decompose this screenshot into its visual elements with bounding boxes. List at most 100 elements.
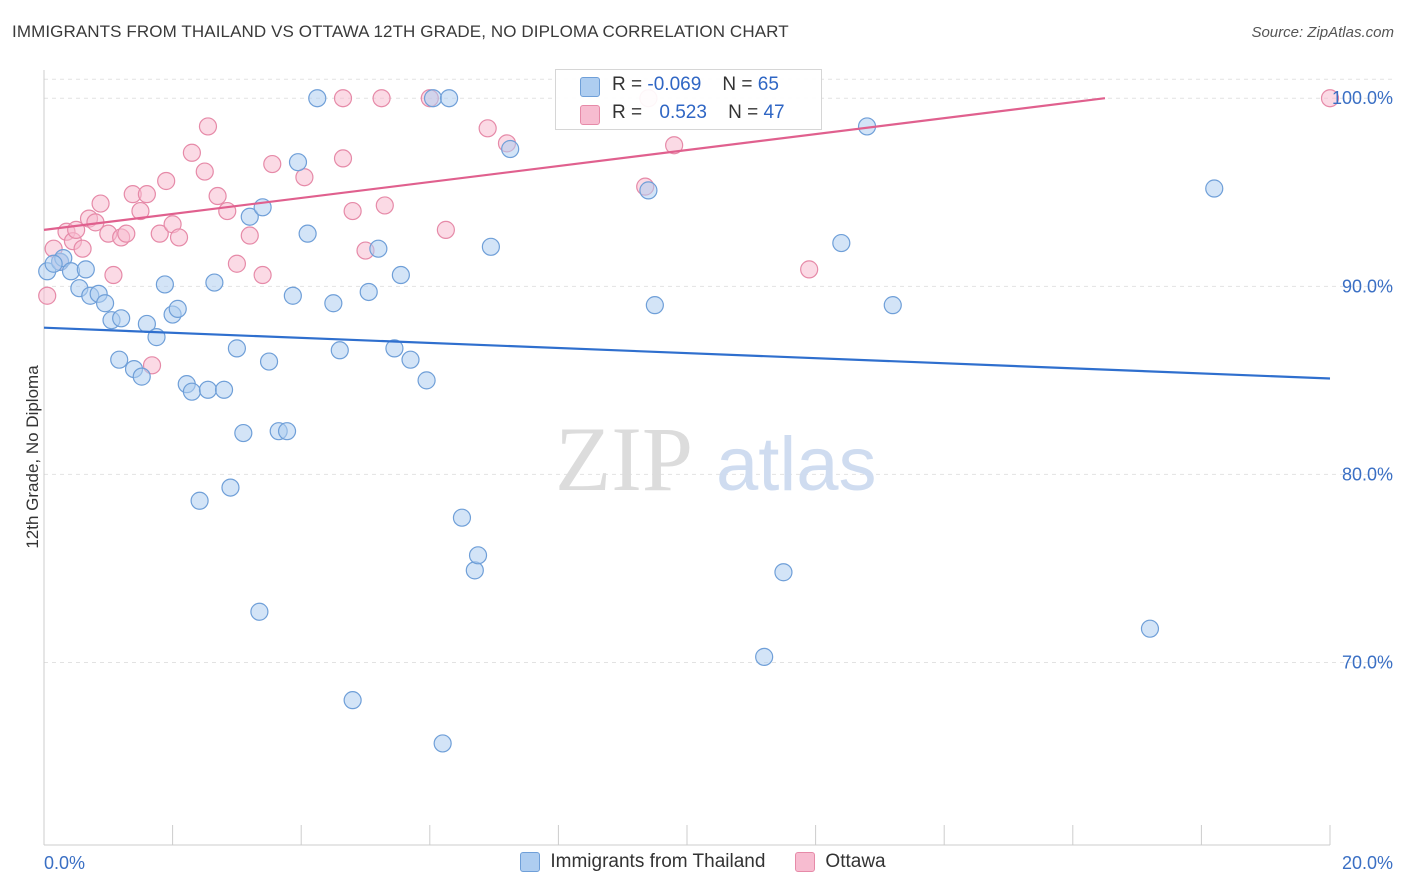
data-point-thailand: [417, 371, 436, 390]
tick-labels: 70.0% 80.0% 90.0% 100.0% 0.0% 20.0%: [44, 88, 1393, 873]
data-point-thailand: [234, 423, 253, 443]
x-tick-label: 0.0%: [44, 853, 85, 873]
data-point-thailand: [385, 339, 404, 358]
data-point-thailand: [501, 139, 520, 159]
data-points: [38, 89, 1340, 753]
watermark-atlas: atlas: [716, 422, 877, 507]
data-point-thailand: [112, 309, 131, 328]
data-point-thailand: [198, 380, 218, 399]
data-point-thailand: [205, 273, 224, 292]
data-point-thailand: [95, 294, 115, 313]
data-point-ottawa: [38, 286, 57, 305]
legend-stats-ottawa: R = 0.523 N = 47: [612, 102, 785, 123]
x-tick-label: 20.0%: [1342, 853, 1393, 873]
data-point-thailand: [433, 734, 452, 753]
legend-swatch-thailand: [580, 77, 600, 97]
data-point-thailand: [369, 239, 388, 258]
data-point-thailand: [1140, 619, 1160, 638]
data-point-ottawa: [208, 186, 227, 206]
data-point-thailand: [1205, 179, 1224, 198]
data-point-thailand: [481, 237, 500, 256]
trend-line-ottawa: [43, 97, 1106, 231]
data-point-thailand: [439, 89, 459, 108]
data-point-thailand: [645, 296, 664, 315]
y-tick-label: 90.0%: [1342, 276, 1393, 296]
data-point-ottawa: [375, 196, 394, 215]
data-point-ottawa: [800, 260, 819, 279]
y-tick-label: 100.0%: [1332, 88, 1393, 108]
legend-swatch: [520, 852, 541, 872]
data-point-thailand: [359, 282, 378, 302]
watermark-zip: ZIP: [555, 408, 693, 510]
series-legend: Immigrants from Thailand Ottawa: [0, 851, 1406, 873]
data-point-thailand: [44, 254, 63, 273]
legend-swatch-ottawa: [580, 105, 600, 125]
data-point-ottawa: [198, 117, 218, 136]
data-point-thailand: [283, 286, 302, 305]
correlation-legend: R = -0.069 N = 65 R = 0.523 N = 47: [555, 69, 822, 130]
legend-label-thailand: Immigrants from Thailand: [550, 851, 766, 872]
data-point-ottawa: [137, 185, 156, 204]
data-point-ottawa: [73, 239, 92, 258]
data-point-thailand: [452, 508, 472, 527]
data-point-thailand: [259, 352, 279, 371]
chart-title: IMMIGRANTS FROM THAILAND VS OTTAWA 12TH …: [12, 22, 789, 41]
y-tick-label: 70.0%: [1342, 653, 1393, 673]
legend-stats-thailand: R = -0.069 N = 65: [612, 74, 779, 95]
data-point-ottawa: [157, 171, 176, 191]
data-point-ottawa: [263, 154, 282, 174]
data-point-thailand: [468, 546, 488, 565]
legend-item-thailand[interactable]: Immigrants from Thailand: [520, 851, 765, 873]
data-point-thailand: [250, 602, 269, 621]
data-point-thailand: [240, 207, 259, 226]
data-point-ottawa: [218, 201, 237, 221]
data-point-ottawa: [478, 119, 497, 138]
data-point-ottawa: [436, 220, 455, 239]
legend-row-ottawa: R = 0.523 N = 47: [556, 101, 821, 129]
data-point-ottawa: [665, 136, 684, 155]
data-point-ottawa: [142, 356, 162, 375]
data-point-thailand: [182, 382, 201, 401]
trend-lines: [43, 97, 1331, 380]
r-value-thailand: -0.069: [647, 74, 702, 95]
data-point-thailand: [324, 294, 343, 313]
data-point-ottawa: [195, 162, 214, 181]
data-point-ottawa: [169, 228, 189, 247]
data-point-thailand: [277, 422, 297, 441]
grid-lines: [44, 78, 1395, 664]
n-value-thailand: 65: [757, 74, 779, 95]
data-point-thailand: [883, 296, 902, 315]
data-point-ottawa: [150, 224, 169, 243]
data-point-ottawa: [117, 224, 136, 243]
legend-row-thailand: R = -0.069 N = 65: [556, 73, 821, 101]
data-point-ottawa: [240, 226, 259, 245]
data-point-thailand: [832, 233, 851, 253]
data-point-thailand: [110, 350, 129, 369]
data-point-thailand: [214, 380, 234, 399]
data-point-thailand: [330, 341, 349, 360]
data-point-thailand: [308, 89, 327, 108]
data-point-ottawa: [227, 254, 246, 273]
data-point-thailand: [168, 299, 187, 318]
data-point-thailand: [423, 89, 443, 108]
data-point-ottawa: [295, 168, 314, 187]
data-point-thailand: [465, 561, 484, 580]
data-point-thailand: [132, 367, 151, 386]
y-axis-label: 12th Grade, No Diploma: [23, 365, 42, 549]
data-point-ottawa: [182, 143, 201, 162]
legend-swatch: [795, 852, 816, 872]
watermark: ZIP atlas: [555, 408, 877, 510]
data-point-thailand: [774, 563, 793, 582]
legend-item-ottawa[interactable]: Ottawa: [795, 851, 886, 873]
data-point-thailand: [401, 350, 420, 369]
y-tick-label: 80.0%: [1342, 464, 1393, 484]
trend-line-thailand: [43, 326, 1331, 380]
data-point-thailand: [288, 153, 308, 172]
data-point-thailand: [343, 691, 362, 710]
data-point-thailand: [190, 491, 209, 510]
data-point-thailand: [298, 224, 317, 243]
data-point-thailand: [391, 265, 410, 285]
data-point-ottawa: [131, 201, 150, 221]
data-point-ottawa: [333, 149, 353, 168]
